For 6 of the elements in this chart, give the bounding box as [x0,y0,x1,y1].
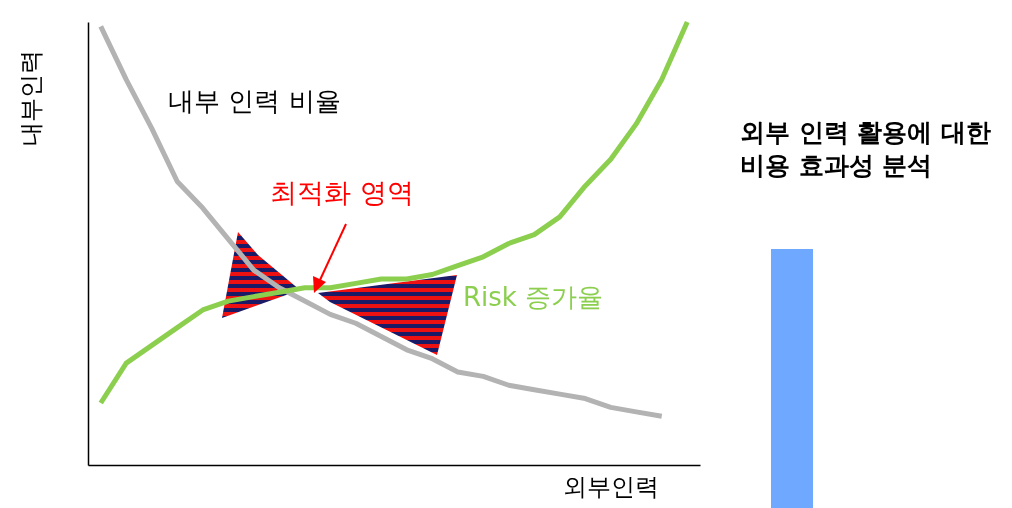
x-axis-title: 외부인력 [562,472,659,501]
text: 외부 인력 활용에 대한 비용 효과성 분석 [740,117,993,183]
series-label: Risk 증가율 [463,282,604,312]
y-axis-title: 내부인력 [16,49,45,146]
series-label: 내부 인력 비율 [168,86,341,116]
annotation: 최적화 영역 [270,176,414,210]
